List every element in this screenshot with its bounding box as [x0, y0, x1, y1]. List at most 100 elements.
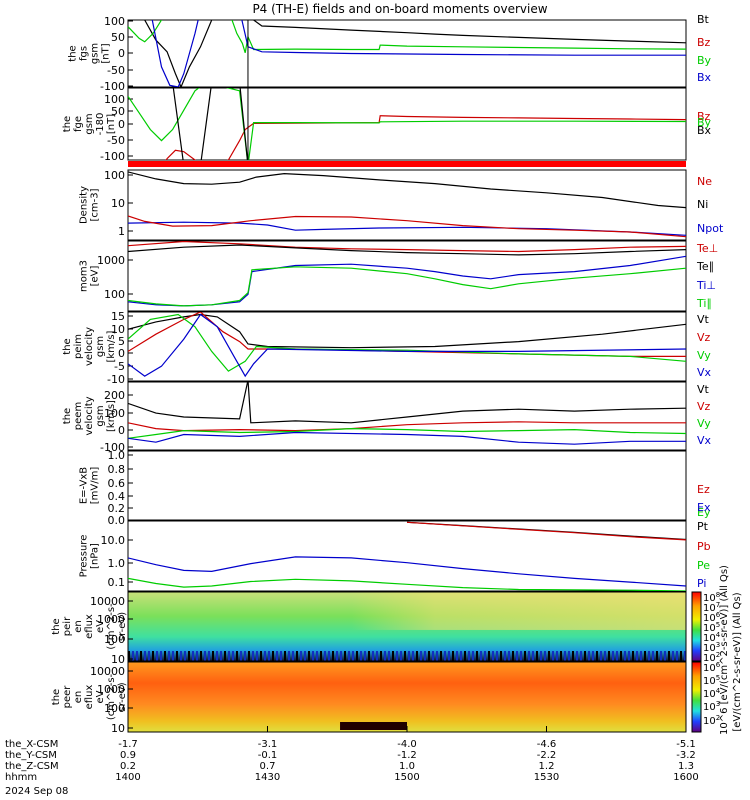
series-line-Npot — [128, 221, 686, 236]
xaxis-value: 0.7 — [260, 761, 276, 772]
legend-Bt: Bt — [697, 13, 710, 26]
ytick-label: 10000 — [90, 595, 125, 608]
spectrogram-noise — [544, 651, 546, 661]
legend-By: By — [697, 116, 712, 129]
spectrogram-noise — [128, 651, 130, 661]
series-line-Vy — [128, 313, 686, 372]
spectrogram-noise — [648, 651, 650, 661]
spectrogram-noise — [296, 651, 298, 661]
spectrogram-noise — [532, 651, 534, 661]
mode-bar — [128, 161, 686, 167]
spectrogram-noise — [424, 651, 426, 661]
series-line-Ni — [128, 171, 686, 209]
panel-frame-peim-vel — [127, 311, 687, 382]
spectrogram-noise — [604, 651, 606, 661]
ytick-label: -10 — [107, 373, 125, 386]
legend-Ez: Ez — [697, 483, 710, 496]
ylabel-line: [eV] — [90, 266, 101, 287]
xaxis-value: -0.1 — [258, 750, 278, 761]
spectrogram-noise — [244, 651, 246, 661]
spectrogram-noise — [472, 651, 474, 661]
ylabel-line: [cm-3] — [90, 188, 101, 221]
ylabel-line: peir — [62, 616, 73, 636]
ylabel-line: [nT] — [101, 43, 112, 63]
spectrogram-noise — [156, 651, 158, 661]
legend-Bx: Bx — [697, 71, 712, 84]
legend-Pe: Pe — [697, 559, 710, 572]
spectrogram-noise — [684, 651, 686, 661]
panel-peem-vel: 200 100 0 -100 the peem velocity gsm [km/s] Vt Vz V… — [62, 381, 712, 454]
series-line-By — [128, 88, 686, 160]
panel-pressure: 10.0 1.0 0.1 Pressure [nPa] Pt Pb Pe Pi — [79, 520, 711, 592]
spectrogram-peer — [128, 662, 686, 732]
legend-Pt: Pt — [697, 520, 709, 533]
series-group — [128, 171, 686, 238]
legend-Bz: Bz — [697, 36, 711, 49]
spectrogram-noise — [136, 651, 138, 661]
xaxis-value: -4.6 — [537, 739, 557, 750]
spectrogram-noise — [568, 651, 570, 661]
series-line-Vx — [128, 431, 686, 445]
spectrogram-noise — [356, 651, 358, 661]
spectrogram-noise — [488, 651, 490, 661]
panel-frame-fge — [127, 87, 687, 161]
spectrogram-noise — [664, 651, 666, 661]
ylabel-line: gsm — [95, 405, 106, 426]
legend-Ni: Ni — [697, 198, 708, 211]
ylabel-line: the — [51, 618, 62, 634]
spectrogram-noise — [436, 651, 438, 661]
ytick-label: 1000 — [97, 683, 125, 696]
spectrogram-noise — [228, 651, 230, 661]
spectrogram-noise — [332, 651, 334, 661]
plot-title: P4 (TH-E) fields and on-board moments ov… — [252, 2, 547, 16]
series-line-By — [128, 20, 686, 53]
series-line-Ti∥ — [128, 266, 686, 307]
spectrogram-noise — [292, 651, 294, 661]
colorbar-ion — [691, 591, 702, 662]
ylabel-line: gsm — [90, 43, 101, 64]
ylabel-line: [km/s] — [106, 400, 117, 432]
legend-Ti∥: Ti∥ — [696, 297, 712, 310]
spectrogram-noise — [480, 651, 482, 661]
spectrogram-noise — [264, 651, 266, 661]
ylabel-line: Density — [79, 186, 90, 224]
ytick-label: 100 — [104, 407, 125, 420]
ytick-label: 1000 — [97, 613, 125, 626]
spectrogram-noise — [660, 651, 662, 661]
spectrogram-noise — [556, 651, 558, 661]
spectrogram-noise — [640, 651, 642, 661]
ylabel-line: sr-eV) — [117, 682, 128, 711]
spectrogram-noise — [496, 651, 498, 661]
spectrogram-noise — [360, 651, 362, 661]
series-line-Bt — [143, 20, 686, 87]
ylabel-line: [mV/m] — [90, 467, 101, 505]
spectrogram-noise — [344, 651, 346, 661]
spectrogram-noise — [160, 651, 162, 661]
spectrogram-noise — [592, 651, 594, 661]
ytick-label: 1000 — [97, 254, 125, 267]
spectrogram-noise — [420, 651, 422, 661]
spectrogram-noise — [284, 651, 286, 661]
spectrogram-noise — [624, 651, 626, 661]
spectrogram-noise — [548, 651, 550, 661]
ytick-label: 100 — [104, 288, 125, 301]
colorbar-tick: 103 — [703, 700, 720, 713]
ytick-label: 0.8 — [108, 463, 126, 476]
panel-fgs: 100 50 0 -50 -100 the fgs gsm [nT] Bt Bz By Bx — [68, 13, 712, 93]
spectrogram-noise — [180, 651, 182, 661]
ytick-label: -50 — [107, 64, 125, 77]
spectrogram-noise — [540, 651, 542, 661]
xaxis-value: -3.1 — [258, 739, 278, 750]
spectrogram-noise — [408, 651, 410, 661]
series-line-Vt — [128, 313, 686, 349]
series-line-Pi — [128, 556, 686, 587]
spectrogram-noise — [508, 651, 510, 661]
spectrogram-noise — [320, 651, 322, 661]
xaxis-value: 1400 — [115, 772, 140, 783]
xaxis-value: -4.0 — [397, 739, 417, 750]
ylabel-line: (cm^2-s- — [106, 673, 117, 720]
panel-frame-peir — [127, 591, 687, 662]
spectrogram-noise — [448, 651, 450, 661]
